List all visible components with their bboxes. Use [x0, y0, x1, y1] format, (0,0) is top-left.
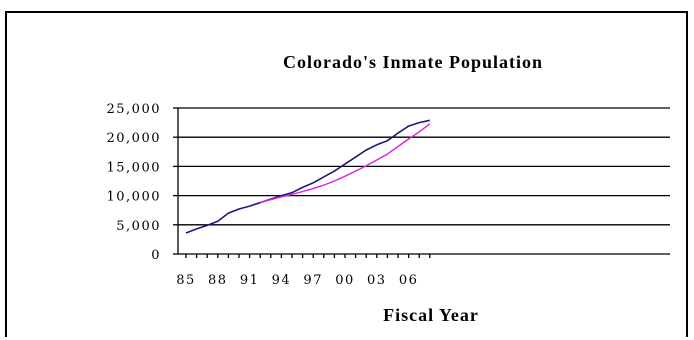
y-tick-label: 15,000: [107, 160, 162, 175]
x-tick-label: 88: [208, 273, 228, 288]
x-axis-label: Fiscal Year: [383, 305, 479, 325]
x-tick-label: 06: [399, 273, 419, 288]
y-tick-label: 0: [151, 248, 161, 263]
series-line-2: [260, 123, 431, 204]
series-line-1: [185, 119, 430, 234]
chart-title: Colorado's Inmate Population: [283, 52, 543, 72]
gridlines: [177, 107, 670, 255]
y-tick-label: 5,000: [116, 219, 161, 234]
x-tick-label: 85: [176, 273, 196, 288]
x-tick-label: 94: [272, 273, 292, 288]
y-tick-label: 20,000: [107, 131, 162, 146]
x-tick-label: 97: [303, 273, 323, 288]
series-lines: [185, 119, 431, 234]
x-tick-label: 00: [335, 273, 355, 288]
chart-frame: [5, 11, 688, 337]
x-tick-label: 91: [240, 273, 260, 288]
x-axis-ticks: 85 88 91 94 97 00 03 06: [176, 254, 431, 288]
y-axis-ticks: 0 5,000 10,000 15,000 20,000 25,000: [107, 102, 178, 263]
x-tick-label: 03: [367, 273, 387, 288]
y-tick-label: 10,000: [107, 190, 162, 205]
y-tick-label: 25,000: [107, 102, 162, 117]
